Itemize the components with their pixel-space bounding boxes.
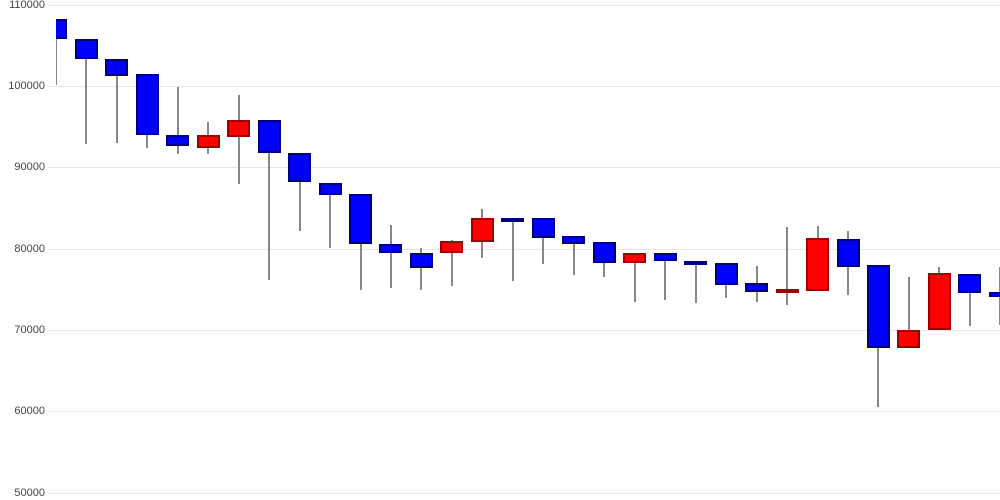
candle-wick bbox=[450, 240, 453, 286]
candle-body-down[interactable] bbox=[74, 38, 98, 59]
candle-body-down[interactable] bbox=[257, 119, 281, 153]
candle-wick bbox=[85, 38, 88, 144]
gridline bbox=[48, 4, 1000, 6]
candle-body-down[interactable] bbox=[105, 58, 129, 77]
candle-wick bbox=[237, 94, 240, 185]
y-axis-tick-label: 100000 bbox=[8, 80, 45, 93]
candle-wick bbox=[511, 217, 514, 282]
candle-body-down[interactable] bbox=[836, 238, 860, 268]
candle-body-down[interactable] bbox=[135, 74, 159, 136]
candle-body-down[interactable] bbox=[684, 260, 708, 265]
candle-body-up[interactable] bbox=[196, 135, 220, 149]
y-axis-tick-label: 90000 bbox=[14, 161, 45, 174]
candle-body-down[interactable] bbox=[562, 236, 586, 244]
candle-body-down[interactable] bbox=[866, 264, 890, 348]
candle-wick bbox=[420, 248, 423, 290]
candle-body-down[interactable] bbox=[318, 182, 342, 195]
candle-body-down[interactable] bbox=[379, 244, 403, 253]
candle-body-down[interactable] bbox=[501, 217, 525, 222]
candle-body-down[interactable] bbox=[531, 218, 555, 238]
candle-wick bbox=[329, 182, 332, 249]
candle-body-up[interactable] bbox=[775, 289, 799, 294]
gridline bbox=[48, 411, 1000, 413]
candle-wick bbox=[268, 119, 271, 281]
candle-body-up[interactable] bbox=[806, 237, 830, 291]
candle-body-up[interactable] bbox=[927, 272, 951, 330]
gridline bbox=[48, 248, 1000, 250]
candle-body-down[interactable] bbox=[55, 19, 68, 39]
candle-wick bbox=[633, 252, 636, 303]
y-axis-tick-label: 70000 bbox=[14, 324, 45, 337]
candle-body-down[interactable] bbox=[166, 134, 190, 146]
candle-body-down[interactable] bbox=[653, 253, 677, 261]
candle-body-down[interactable] bbox=[349, 193, 372, 245]
candle-wick bbox=[907, 276, 910, 348]
candle-body-up[interactable] bbox=[470, 218, 494, 242]
plot-area bbox=[55, 0, 1000, 500]
y-axis-tick-label: 110000 bbox=[9, 0, 45, 11]
candle-wick bbox=[389, 224, 392, 288]
candle-wick bbox=[298, 153, 301, 232]
gridline bbox=[48, 86, 1000, 88]
candle-body-up[interactable] bbox=[623, 252, 647, 264]
candle-body-down[interactable] bbox=[988, 291, 1000, 298]
gridline bbox=[48, 492, 1000, 494]
candle-body-up[interactable] bbox=[897, 329, 921, 348]
candle-body-down[interactable] bbox=[592, 241, 616, 264]
candle-body-down[interactable] bbox=[409, 252, 433, 268]
candle-wick bbox=[664, 253, 667, 300]
candle-wick bbox=[694, 260, 697, 303]
candle-body-down[interactable] bbox=[745, 282, 769, 293]
candle-wick bbox=[115, 58, 118, 143]
y-axis-tick-label: 60000 bbox=[14, 405, 45, 418]
gridline bbox=[48, 167, 1000, 169]
candle-body-up[interactable] bbox=[440, 241, 464, 253]
candle-wick bbox=[55, 19, 57, 85]
candle-wick bbox=[968, 273, 971, 326]
candle-wick bbox=[542, 218, 545, 264]
candle-body-up[interactable] bbox=[227, 119, 251, 138]
candle-wick bbox=[572, 236, 575, 276]
candle-body-down[interactable] bbox=[288, 153, 312, 182]
y-axis-tick-label: 80000 bbox=[14, 242, 45, 255]
gridline bbox=[48, 330, 1000, 332]
y-axis-tick-label: 50000 bbox=[14, 486, 45, 499]
candle-wick bbox=[786, 226, 789, 305]
candle-body-down[interactable] bbox=[958, 273, 982, 294]
candle-wick bbox=[176, 86, 179, 155]
candle-body-down[interactable] bbox=[714, 263, 738, 286]
